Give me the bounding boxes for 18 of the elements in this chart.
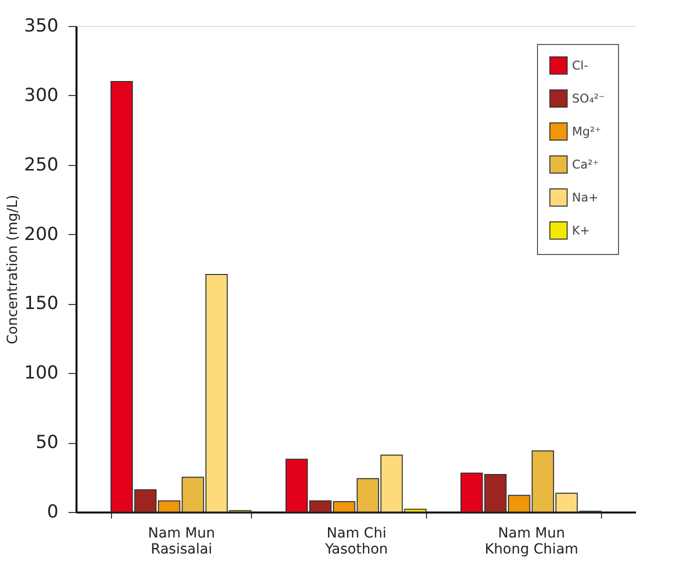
legend-label: K+ [572, 224, 590, 238]
legend-label: Ca²⁺ [572, 158, 599, 172]
x-tick-label: Nam Chi Yasothon [324, 526, 388, 558]
y-tick-label: 350 [24, 16, 58, 36]
y-tick-label: 250 [24, 154, 58, 176]
y-tick-label: 50 [36, 432, 58, 454]
legend-label: Na+ [572, 190, 598, 204]
y-tick-label: 300 [24, 84, 58, 106]
y-axis-title: Concentration (mg/L) [5, 194, 22, 344]
y-tick-label: 100 [24, 362, 58, 384]
x-tick-label: Nam Mun Rasisalai [148, 526, 215, 558]
x-tick-label: Nam Mun Khong Chiam [484, 526, 578, 558]
legend-label: SO₄²⁻ [572, 92, 606, 106]
y-tick-label: 150 [24, 293, 58, 314]
legend-label: Mg²⁺ [572, 124, 602, 138]
y-tick-label: 200 [24, 224, 58, 245]
legend-label: Cl- [572, 58, 588, 72]
y-tick-label: 0 [47, 502, 58, 522]
